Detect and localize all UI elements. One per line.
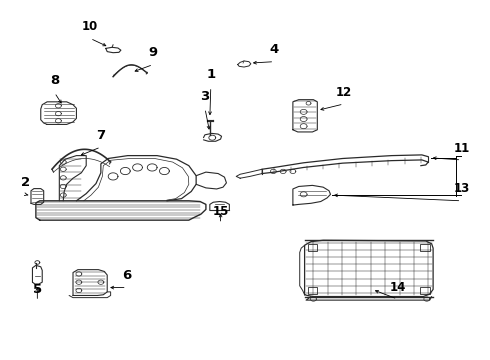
Text: 8: 8: [50, 74, 59, 87]
Text: 9: 9: [148, 46, 158, 59]
Text: 4: 4: [270, 43, 279, 56]
Text: 14: 14: [389, 281, 406, 294]
Text: 3: 3: [200, 90, 210, 103]
Text: 5: 5: [33, 283, 42, 296]
Text: 2: 2: [21, 176, 30, 189]
Bar: [308, 287, 318, 294]
Text: 7: 7: [97, 129, 105, 141]
Text: 15: 15: [212, 205, 229, 219]
Bar: [420, 287, 430, 294]
Bar: [420, 244, 430, 251]
Text: 10: 10: [82, 20, 98, 33]
Text: 13: 13: [453, 183, 469, 195]
Text: 11: 11: [453, 141, 469, 154]
Text: 1: 1: [206, 68, 216, 81]
Text: 12: 12: [336, 86, 352, 99]
Bar: [308, 244, 318, 251]
Text: 6: 6: [122, 269, 131, 282]
